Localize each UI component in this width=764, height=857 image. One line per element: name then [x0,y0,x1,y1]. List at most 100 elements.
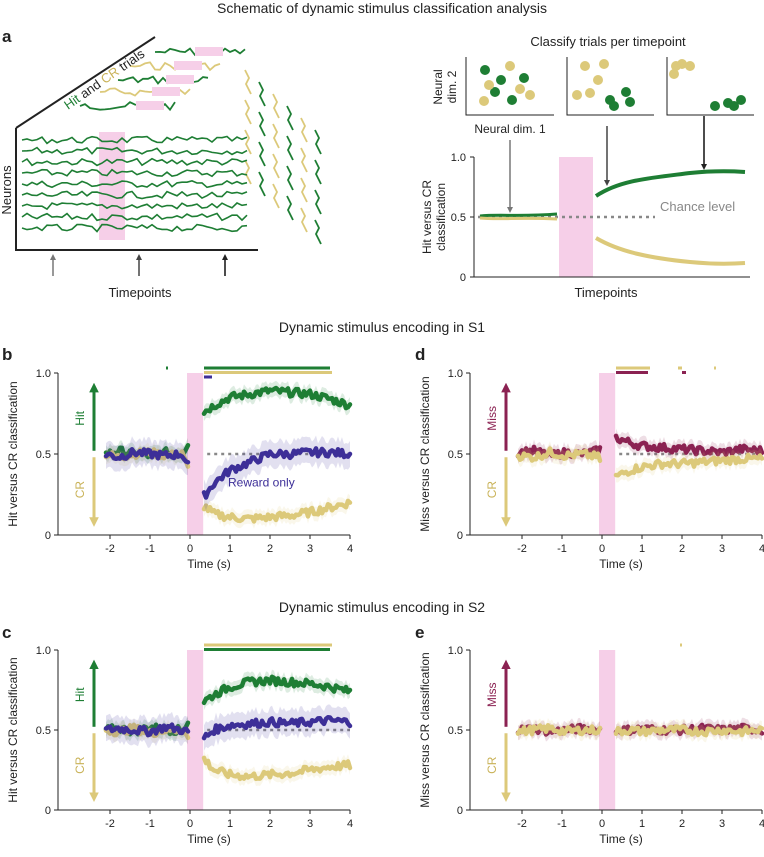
schematic-trace [117,75,209,85]
schematic-stack-frame [15,36,258,251]
scatter-dot-cr [505,61,515,71]
neuron-trace [21,146,248,156]
neuron-trace [21,223,248,233]
stim-window [187,650,204,810]
y-axis-label: Hit versus CR classification [6,381,20,526]
xtick-label: 1 [639,543,645,555]
panel-letter-d: d [415,345,425,364]
panel-letter-c: c [2,623,11,642]
xtick-label: 3 [719,543,725,555]
scatter-box-2 [566,57,654,116]
series-line [613,724,764,738]
schematic-trace-fragment [258,111,266,137]
schematic-trace-fragment [300,207,308,233]
ytick-label: 1.0 [448,368,463,380]
series-line [613,433,764,458]
scatter-box-3 [666,57,754,116]
series-line [201,715,353,741]
xtick-label: -2 [105,818,115,830]
timepoints-label-left: Timepoints [108,285,172,300]
series-line [103,447,191,465]
neuron-trace [21,157,248,167]
front-trial-traces [21,135,248,233]
xtick-label: 1 [227,543,233,555]
timepoints-label-right: Timepoints [574,285,638,300]
chart-d: 0 0.5 1.0 -2 -1 0 1 2 3 4 Time (s) Miss versus CR c… [418,366,764,571]
xtick-label: 4 [759,543,764,555]
series-line [515,446,603,464]
mini-ylabel: Hit versus CRclassification [420,180,448,254]
scatter-dots [479,59,746,111]
scatter-box-1 [465,57,554,116]
series-line [201,755,353,782]
xtick-label: 0 [599,543,605,555]
x-axis-label: Time (s) [187,832,231,846]
xtick-label: 2 [267,818,273,830]
schematic-stim-block [174,61,202,70]
ytick-label: 0 [457,805,463,817]
stacked-trial-traces [79,47,322,245]
xtick-label: 1 [227,818,233,830]
chart-e: 0 0.5 1.0 -2 -1 0 1 2 3 4 Time (s) Miss versus CR c… [418,643,764,846]
schematic-stim-block [166,75,194,84]
xtick-label: 1 [639,818,645,830]
scatter-dot-hit [621,87,631,97]
neuron-trace [21,168,248,178]
schematic-trace-fragment [286,165,294,191]
scatter-dot-cr [669,69,679,79]
series-line [201,385,353,416]
series-band [204,493,350,529]
panel-letter-a: a [2,27,12,46]
xtick-label: -1 [145,818,155,830]
schematic-title: Schematic of dynamic stimulus classifica… [217,0,547,16]
scatter-dot-hit [496,75,506,85]
ytick-label: 0 [45,805,51,817]
scatter-dot-cr [580,61,590,71]
scatter-dot-hit [507,95,517,105]
schematic-trace-fragment [244,69,252,95]
schematic-trial-stack: Hit and CR trials Neurons Timepoints [0,36,322,300]
y-axis-label: Miss versus CR classification [418,376,432,531]
xtick-label: 4 [759,818,764,830]
ytick-label: 0 [457,530,463,542]
schematic-trace-fragment [258,141,266,167]
scatter-dot-cr [525,90,535,100]
neuron-trace [21,135,248,145]
xtick-label: 2 [679,543,685,555]
chance-level-label: Chance level [660,199,735,214]
scatter-dot-hit [729,101,739,111]
ytick-label: 0 [45,530,51,542]
chart-b: 0 0.5 1.0 -2 -1 0 1 2 3 4 Time (s) Hit versus CR cl… [6,366,353,571]
arrow-down-label: CR [485,756,499,774]
scatter-dot-hit [609,101,619,111]
series-line [201,674,353,706]
arrow-down-label: CR [485,481,499,499]
schematic-trace-fragment [314,189,322,215]
schematic-trace-fragment [300,177,308,203]
scatter-dot-cr [685,61,695,71]
xtick-label: 3 [719,818,725,830]
scatter-dot-hit [519,73,529,83]
mini-ytick-label-05: 0.5 [451,212,466,224]
schematic-trace-fragment [272,153,280,179]
ytick-label: 0.5 [36,725,51,737]
mini-ytick-label-0: 0 [460,272,466,284]
scatter-dot-hit [736,95,746,105]
scatter-dot-cr [599,59,609,69]
schematic-trace-fragment [314,219,322,245]
schematic-trace-fragment [272,183,280,209]
schematic-trace-fragment [286,195,294,221]
schematic-trace-fragment [300,147,308,173]
s1-title: Dynamic stimulus encoding in S1 [279,319,485,335]
schematic-trace-fragment [258,81,266,107]
series-band [204,380,350,421]
schematic-stim-block [136,101,164,110]
schematic-trace-fragment [286,135,294,161]
scatter-dot-cr [677,59,687,69]
schematic-stim-block [195,47,223,56]
neural-dim1-label: Neural dim. 1 [474,122,546,136]
xtick-label: 4 [347,818,353,830]
schematic-trace-fragment [286,105,294,131]
xtick-label: 3 [307,543,313,555]
